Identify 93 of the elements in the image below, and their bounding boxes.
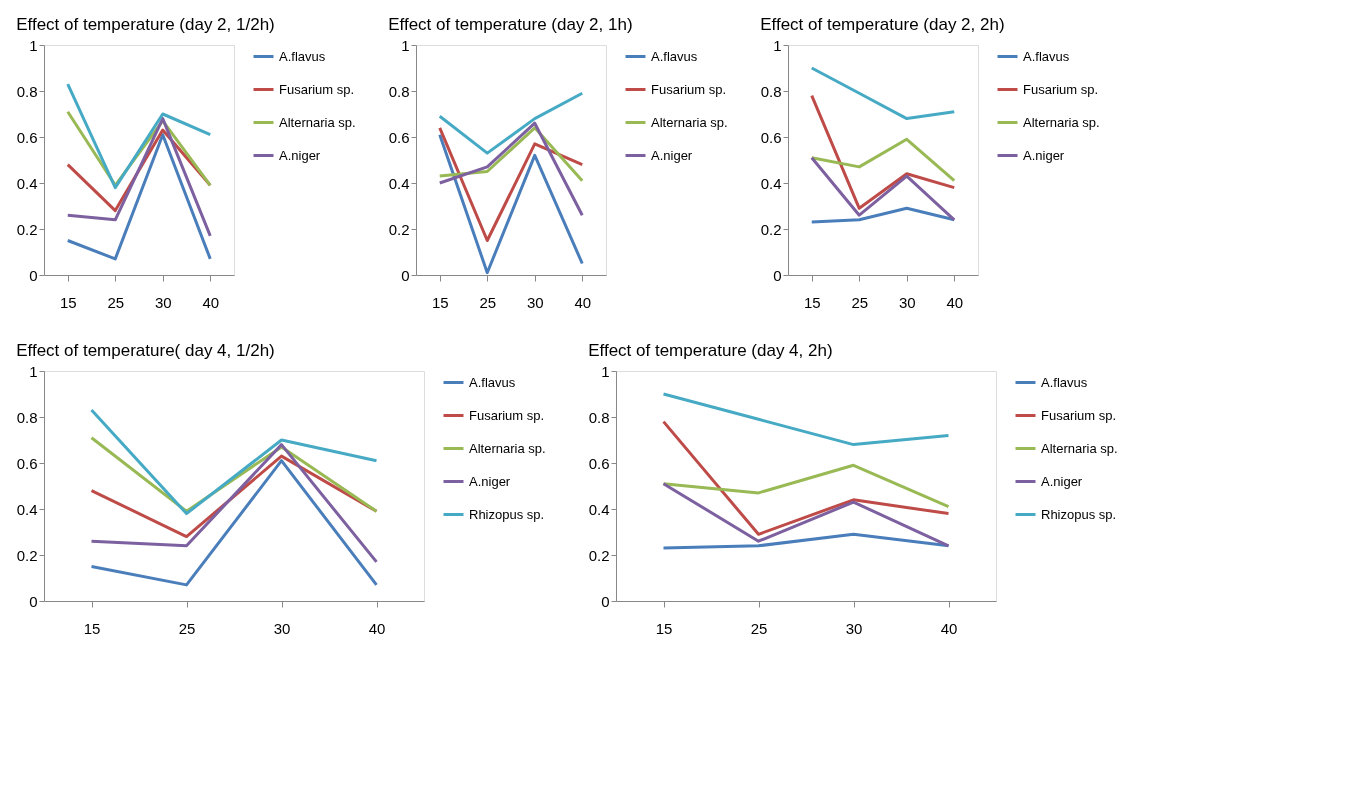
x-tick-label: 25 xyxy=(107,293,125,311)
legend-label: Alternaria sp. xyxy=(1023,114,1100,130)
legend-label: A.niger xyxy=(1041,473,1083,489)
x-tick-label: 25 xyxy=(750,619,768,637)
x-tick-label: 25 xyxy=(851,293,869,311)
x-tick-label: 25 xyxy=(178,619,196,637)
legend-label: A.flavus xyxy=(1041,374,1088,390)
legend-label: A.flavus xyxy=(469,374,516,390)
y-tick-label: 0.6 xyxy=(16,454,38,472)
x-tick-label: 15 xyxy=(655,619,673,637)
legend-label: A.flavus xyxy=(651,48,698,64)
line-series xyxy=(662,392,950,447)
legend-label: Alternaria sp. xyxy=(1041,440,1118,456)
x-tick-label: 30 xyxy=(898,293,916,311)
x-tick-label: 25 xyxy=(479,293,497,311)
legend-label: Fusarium sp. xyxy=(651,81,727,97)
y-tick-label: 0.4 xyxy=(16,174,38,192)
x-tick-label: 30 xyxy=(845,619,863,637)
y-tick-label: 0.2 xyxy=(16,220,38,238)
y-tick-label: 0.8 xyxy=(16,82,38,100)
x-tick-label: 40 xyxy=(368,619,386,637)
line-series xyxy=(662,420,950,536)
legend-label: Rhizopus sp. xyxy=(469,506,545,522)
line-series xyxy=(662,463,950,509)
y-tick-label: 0 xyxy=(601,592,610,610)
y-tick-label: 1 xyxy=(29,362,38,380)
line-series xyxy=(90,408,378,516)
legend-label: A.niger xyxy=(1023,147,1065,163)
y-tick-label: 0.2 xyxy=(388,220,410,238)
chart-title: Effect of temperature (day 2, 1/2h) xyxy=(16,15,275,34)
legend-label: Alternaria sp. xyxy=(469,440,546,456)
legend-label: Alternaria sp. xyxy=(651,114,728,130)
y-tick-label: 0.8 xyxy=(588,408,610,426)
x-tick-label: 15 xyxy=(431,293,449,311)
y-tick-label: 0.2 xyxy=(760,220,782,238)
legend-label: A.niger xyxy=(651,147,693,163)
legend-label: Alternaria sp. xyxy=(279,114,356,130)
legend-label: A.flavus xyxy=(1023,48,1070,64)
line-series xyxy=(810,156,956,222)
x-tick-label: 30 xyxy=(273,619,291,637)
chart-title: Effect of temperature (day 4, 2h) xyxy=(588,341,833,360)
legend-label: Fusarium sp. xyxy=(1041,407,1117,423)
y-tick-label: 0.6 xyxy=(388,128,410,146)
line-series xyxy=(66,117,212,238)
line-series xyxy=(438,133,584,275)
x-tick-label: 15 xyxy=(59,293,77,311)
legend-label: A.flavus xyxy=(279,48,326,64)
legend-label: A.niger xyxy=(279,147,321,163)
y-tick-label: 0 xyxy=(773,266,782,284)
line-series xyxy=(66,82,212,190)
y-tick-label: 0.4 xyxy=(16,500,38,518)
legend-label: Fusarium sp. xyxy=(1023,81,1099,97)
chart-title: Effect of temperature (day 2, 1h) xyxy=(388,15,633,34)
y-tick-label: 0 xyxy=(29,592,38,610)
line-series xyxy=(438,121,584,217)
y-tick-label: 0.8 xyxy=(388,82,410,100)
line-series xyxy=(810,137,956,183)
x-tick-label: 30 xyxy=(526,293,544,311)
line-series xyxy=(662,482,950,548)
y-tick-label: 0.6 xyxy=(16,128,38,146)
line-series xyxy=(810,66,956,121)
y-tick-label: 0.6 xyxy=(588,454,610,472)
line-series xyxy=(438,91,584,155)
y-tick-label: 0.8 xyxy=(16,408,38,426)
y-tick-label: 0.4 xyxy=(388,174,410,192)
line-series xyxy=(438,126,584,242)
x-tick-label: 30 xyxy=(154,293,172,311)
y-tick-label: 1 xyxy=(773,36,782,54)
chart-title: Effect of temperature (day 2, 2h) xyxy=(760,15,1005,34)
y-tick-label: 0.2 xyxy=(16,546,38,564)
legend-label: A.niger xyxy=(469,473,511,489)
x-tick-label: 40 xyxy=(202,293,220,311)
line-series xyxy=(810,94,956,210)
y-tick-label: 0 xyxy=(401,266,410,284)
y-tick-label: 0.4 xyxy=(760,174,782,192)
y-tick-label: 0 xyxy=(29,266,38,284)
x-tick-label: 40 xyxy=(946,293,964,311)
y-tick-label: 0.6 xyxy=(760,128,782,146)
y-tick-label: 0.2 xyxy=(588,546,610,564)
legend-label: Fusarium sp. xyxy=(469,407,545,423)
x-tick-label: 40 xyxy=(574,293,592,311)
x-tick-label: 15 xyxy=(803,293,821,311)
y-tick-label: 0.4 xyxy=(588,500,610,518)
legend-label: Rhizopus sp. xyxy=(1041,506,1117,522)
legend-label: Fusarium sp. xyxy=(279,81,355,97)
y-tick-label: 1 xyxy=(29,36,38,54)
x-tick-label: 15 xyxy=(83,619,101,637)
y-tick-label: 0.8 xyxy=(760,82,782,100)
y-tick-label: 1 xyxy=(601,362,610,380)
chart-title: Effect of temperature( day 4, 1/2h) xyxy=(16,341,275,360)
y-tick-label: 1 xyxy=(401,36,410,54)
x-tick-label: 40 xyxy=(940,619,958,637)
line-series xyxy=(90,443,378,564)
